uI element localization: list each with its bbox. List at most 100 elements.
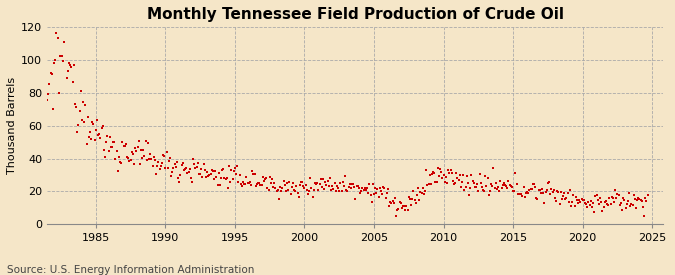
Point (414, 198, 425, 202)
Point (128, 152, 138, 156)
Point (448, 178, 458, 183)
Point (88, 122, 99, 127)
Point (317, 185, 327, 189)
Point (517, 194, 528, 198)
Point (51, 31, 62, 36)
Point (452, 175, 463, 180)
Point (290, 189, 300, 193)
Point (42, 98, 53, 102)
Point (276, 189, 287, 193)
Point (530, 184, 541, 189)
Point (238, 180, 248, 184)
Point (547, 190, 558, 194)
Point (43, 92, 53, 96)
Point (289, 188, 300, 192)
Point (244, 180, 255, 184)
Point (625, 204, 636, 208)
Point (105, 135, 115, 139)
Point (240, 182, 250, 186)
Point (197, 175, 208, 180)
Point (40, 84, 51, 89)
Point (226, 167, 237, 172)
Point (588, 201, 599, 205)
Point (301, 188, 312, 192)
Point (518, 185, 529, 189)
Point (175, 173, 186, 177)
Point (113, 155, 124, 159)
Point (155, 164, 166, 168)
Point (169, 162, 180, 166)
Point (553, 190, 564, 194)
Point (225, 180, 236, 184)
Point (213, 171, 224, 175)
Point (327, 184, 338, 188)
Point (548, 188, 559, 192)
Point (108, 140, 119, 144)
Point (406, 203, 416, 207)
Point (322, 179, 333, 183)
Point (249, 172, 260, 176)
Point (620, 206, 631, 210)
Point (63, 61, 74, 65)
Point (591, 193, 602, 198)
Point (59, 40, 70, 44)
Point (589, 210, 599, 215)
Point (55, 53, 65, 58)
Point (338, 179, 348, 184)
Point (310, 182, 321, 186)
Point (323, 184, 334, 188)
Point (306, 186, 317, 190)
Point (330, 189, 341, 193)
Point (485, 188, 495, 193)
Point (404, 197, 415, 202)
Point (154, 167, 165, 171)
Point (605, 202, 616, 207)
Point (597, 209, 608, 214)
Point (315, 177, 326, 181)
Point (288, 181, 298, 185)
Point (572, 201, 583, 205)
Point (514, 192, 524, 197)
Point (329, 181, 340, 185)
Point (628, 193, 639, 197)
Point (84, 130, 95, 135)
Point (539, 201, 550, 205)
Point (351, 183, 362, 188)
Point (357, 186, 368, 190)
Point (37, 111, 48, 116)
Point (157, 161, 167, 165)
Point (567, 200, 578, 204)
Point (611, 196, 622, 201)
Point (387, 198, 398, 203)
Point (606, 194, 617, 199)
Title: Monthly Tennessee Field Production of Crude Oil: Monthly Tennessee Field Production of Cr… (146, 7, 564, 22)
Point (71, 105, 82, 109)
Point (92, 133, 103, 137)
Point (431, 180, 442, 184)
Point (186, 179, 197, 184)
Point (50, 58, 61, 62)
Point (639, 214, 649, 218)
Point (459, 188, 470, 192)
Point (427, 172, 437, 177)
Point (265, 181, 276, 185)
Point (292, 191, 303, 195)
Point (450, 181, 460, 185)
Point (174, 180, 185, 185)
Point (182, 170, 193, 175)
Point (220, 177, 231, 181)
Point (511, 182, 522, 186)
Point (244, 181, 254, 185)
Point (89, 138, 100, 142)
Point (344, 181, 355, 186)
Point (188, 157, 198, 162)
Point (506, 185, 517, 189)
Point (472, 182, 483, 186)
Point (223, 163, 234, 168)
Point (359, 186, 370, 190)
Point (627, 203, 638, 207)
Point (198, 162, 209, 167)
Point (281, 180, 292, 185)
Point (241, 175, 252, 180)
Point (515, 192, 526, 197)
